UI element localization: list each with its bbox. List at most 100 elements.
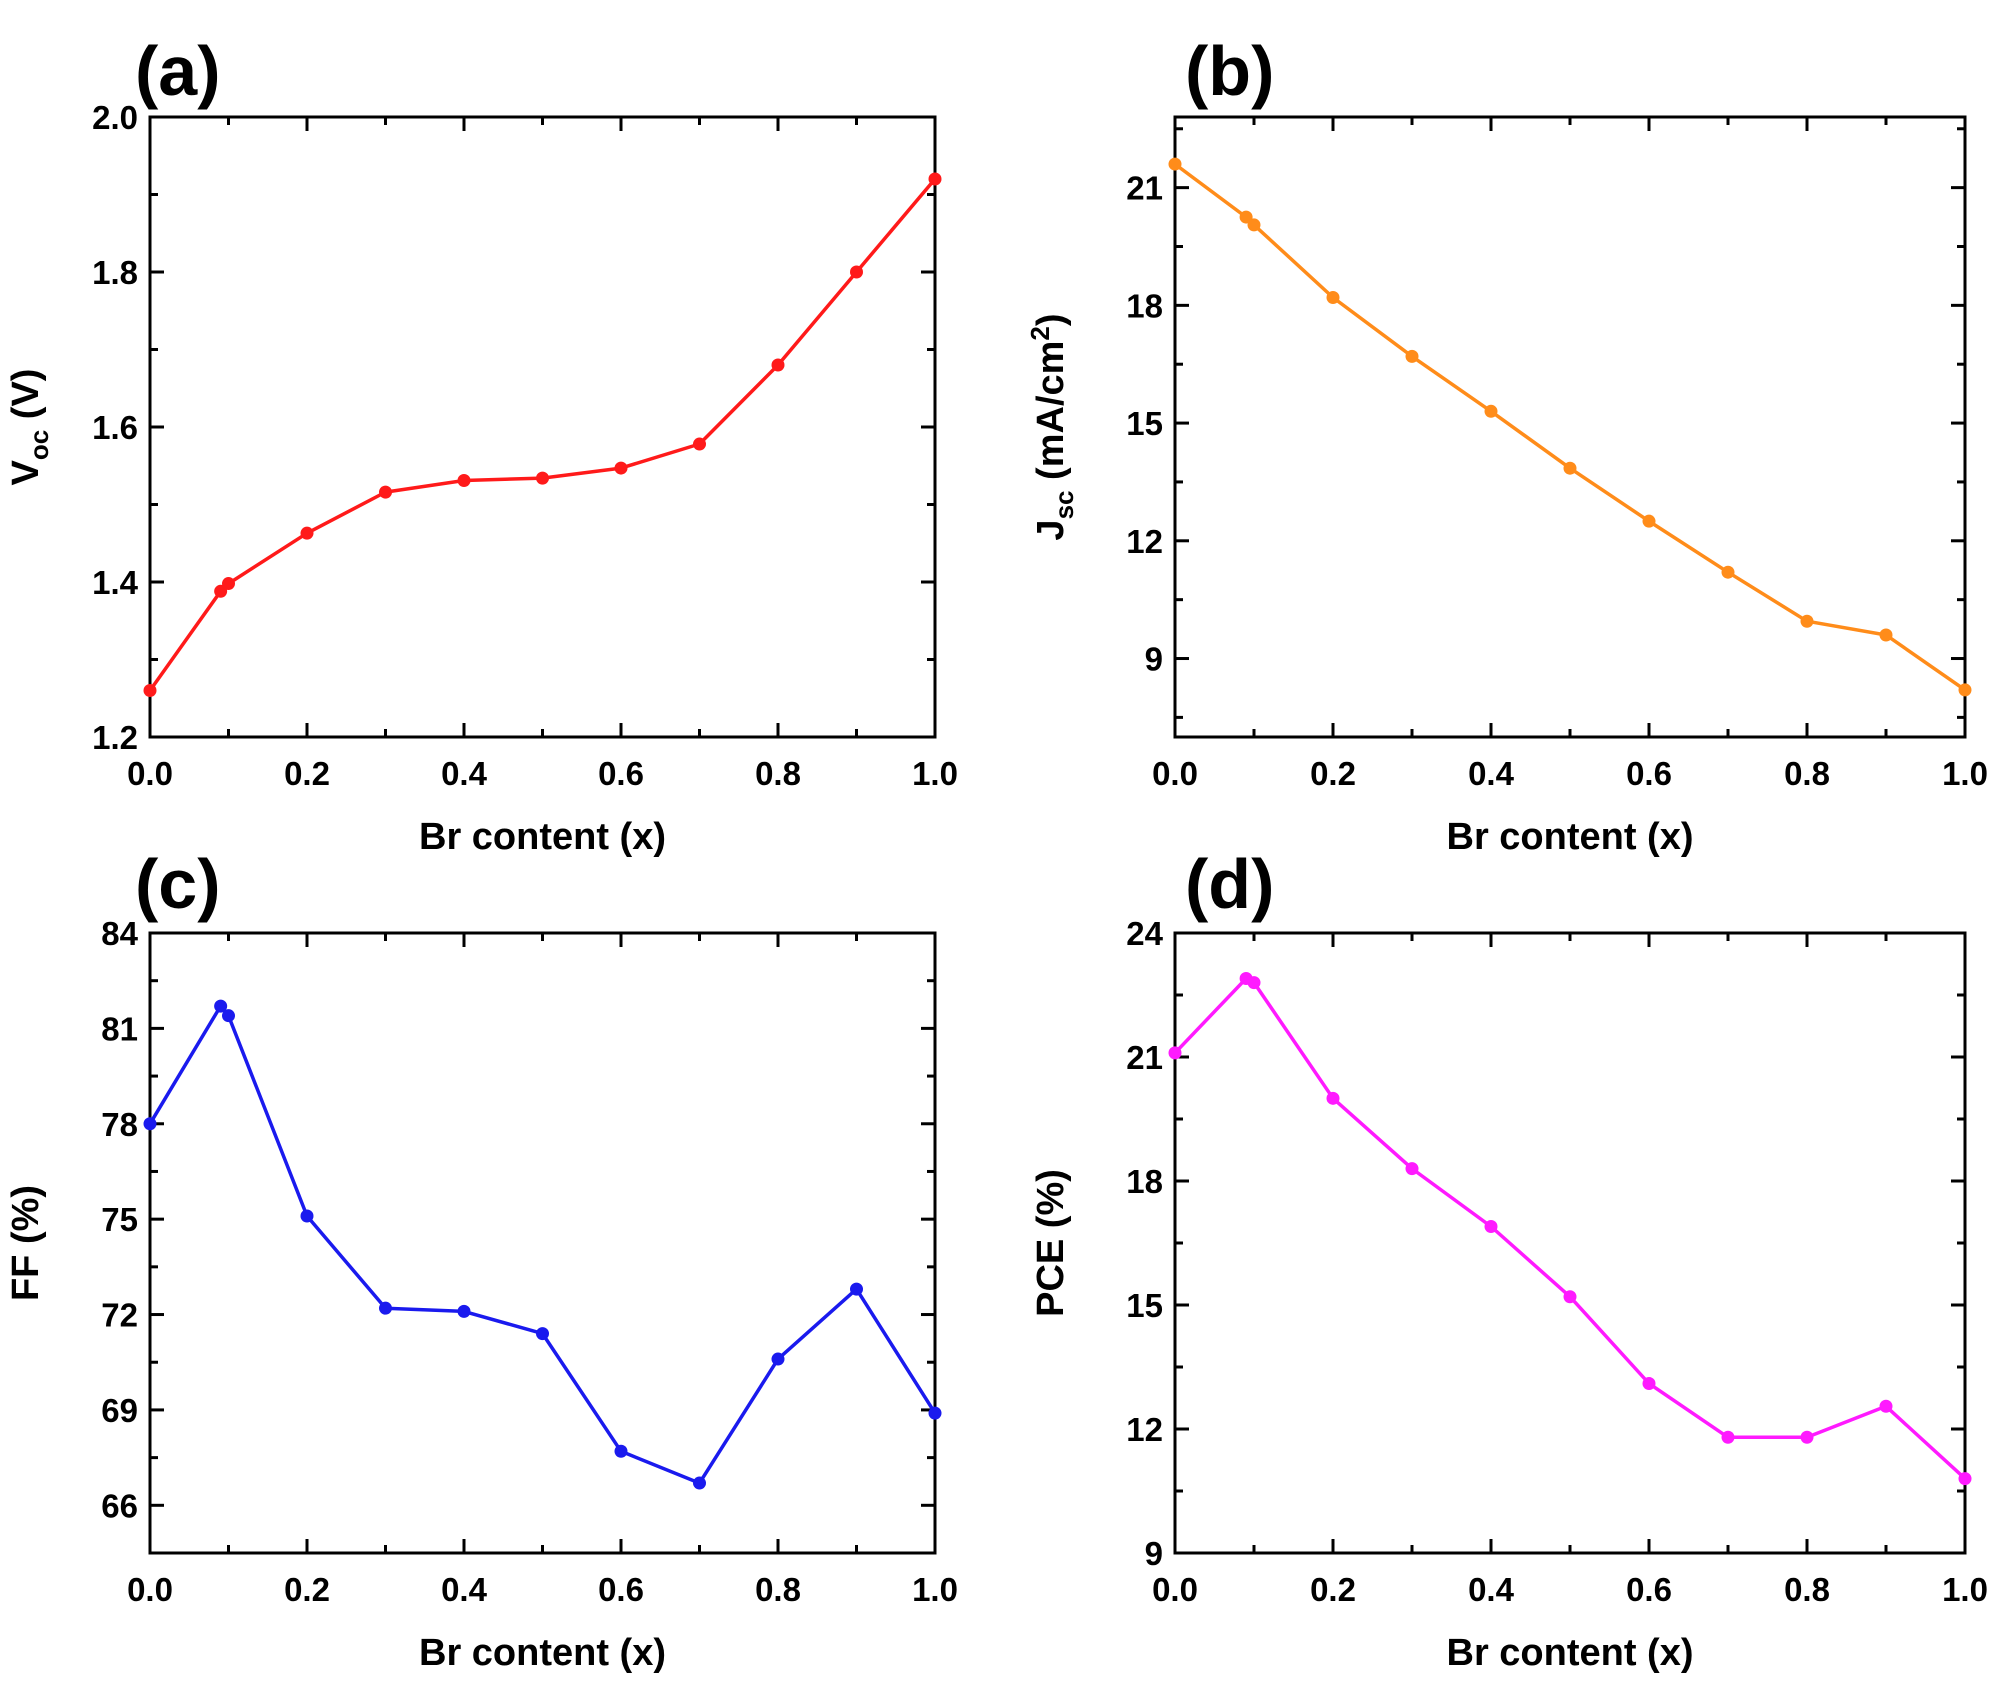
panel-b-x-axis-title: Br content (x) — [1447, 816, 1694, 858]
panel-b-y-axis-title-main: J — [1030, 519, 1072, 540]
panel-a-x-tick-label: 1.0 — [912, 755, 958, 792]
panel-b-y-axis-title-sub: sc — [1049, 490, 1079, 519]
panel-b-data-point — [1642, 514, 1656, 528]
panel-d-data-point — [1958, 1472, 1972, 1486]
panel-d-data-point — [1800, 1430, 1814, 1444]
panel-c-series-line — [148, 1004, 937, 1485]
panel-c-y-axis-title: FF (%) — [5, 1185, 47, 1301]
panel-c-data-point — [457, 1304, 471, 1318]
panel-a-y-tick-label: 1.6 — [92, 409, 138, 446]
panel-c-x-tick-label: 0.8 — [755, 1571, 801, 1608]
panel-b-y-axis-title-unit: (mA/cm — [1030, 341, 1072, 491]
panel-a-x-tick-label: 0.8 — [755, 755, 801, 792]
panel-b-data-point — [1721, 565, 1735, 579]
panel-d-y-tick-label: 15 — [1126, 1287, 1163, 1324]
panel-b-y-tick-label: 21 — [1126, 170, 1163, 207]
panel-d-data-point — [1168, 1046, 1182, 1060]
panel-a-y-tick-label: 1.2 — [92, 719, 138, 756]
panel-b-x-tick-label: 0.8 — [1784, 755, 1830, 792]
panel-c-y-tick-label: 84 — [101, 915, 138, 952]
panel-b-x-tick-label: 0.2 — [1310, 755, 1356, 792]
panel-c-data-point — [928, 1406, 942, 1420]
panel-b-y-axis-title-close: ) — [1030, 313, 1072, 326]
panel-b-y-tick-label: 9 — [1145, 641, 1163, 678]
panel-c-data-point — [614, 1444, 628, 1458]
panel-b-y-tick-label: 12 — [1126, 523, 1163, 560]
panel-a-series-line — [148, 177, 937, 692]
panel-d-x-tick-label: 1.0 — [1942, 1571, 1988, 1608]
panel-b-data-point — [1563, 461, 1577, 475]
panel-d-x-tick-label: 0.4 — [1468, 1571, 1515, 1608]
panel-c-x-tick-label: 0.4 — [441, 1571, 488, 1608]
panel-b-label: (b) — [1185, 32, 1274, 110]
panel-c-data-point — [143, 1117, 157, 1131]
panel-d-x-tick-label: 0.2 — [1310, 1571, 1356, 1608]
panel-d-y-tick-label: 12 — [1126, 1411, 1163, 1448]
panel-a-y-axis-title-sub: oc — [24, 430, 54, 460]
panel-c-data-point — [771, 1352, 785, 1366]
panel-b-y-tick-label: 15 — [1126, 405, 1163, 442]
panel-b-data-point — [1168, 157, 1182, 171]
panel-c-x-tick-label: 0.6 — [598, 1571, 644, 1608]
panel-b-axes-frame — [1173, 115, 1967, 739]
panel-a-data-point — [693, 437, 706, 451]
panel-a-data-point — [457, 473, 471, 487]
panel-d-axes-frame — [1173, 931, 1967, 1555]
panel-b-data-point — [1484, 404, 1498, 418]
panel-a-data-point — [850, 265, 863, 279]
panel-d-label: (d) — [1185, 845, 1274, 923]
panel-d-y-tick-label: 9 — [1145, 1535, 1163, 1572]
panel-d-x-tick-label: 0.6 — [1626, 1571, 1672, 1608]
panel-c-y-tick-label: 78 — [101, 1106, 138, 1143]
panel-b-data-point — [1800, 614, 1814, 628]
panel-a-y-axis-title-main: V — [5, 459, 47, 485]
panel-c-data-point — [536, 1327, 549, 1341]
panel-b: (b) 0.0 0.2 0.4 0.6 0.8 1.0 9 12 15 18 21 Br content… — [1025, 32, 1988, 858]
panel-a-data-point — [379, 485, 392, 499]
panel-c-x-tick-label: 0.0 — [127, 1571, 173, 1608]
panel-c-data-point — [379, 1301, 392, 1315]
panel-b-data-point — [1405, 349, 1419, 363]
panel-c-x-tick-label: 1.0 — [912, 1571, 958, 1608]
panel-c-label: (c) — [135, 845, 221, 923]
panel-b-x-tick-label: 0.0 — [1152, 755, 1198, 792]
panel-b-x-tick-label: 0.6 — [1626, 755, 1672, 792]
panel-d-data-point — [1563, 1290, 1577, 1304]
panel-b-series-line — [1173, 162, 1966, 692]
panel-a-x-axis-title: Br content (x) — [419, 816, 666, 858]
panel-a-y-tick-label: 1.8 — [92, 254, 138, 291]
panel-d-y-tick-label: 21 — [1126, 1039, 1163, 1076]
panel-c-axes-frame — [148, 931, 937, 1555]
panel-a-data-point — [300, 526, 314, 540]
panel-d-series-line — [1173, 976, 1967, 1480]
panel-c-y-tick-label: 75 — [101, 1201, 138, 1238]
panel-d-data-point — [1879, 1399, 1893, 1413]
panel-c-x-axis-title: Br content (x) — [419, 1632, 666, 1674]
panel-d: (d) 0.0 0.2 0.4 0.6 0.8 1.0 9 12 15 18 21 24 Br conte… — [1030, 845, 1988, 1674]
panel-a-data-point — [771, 358, 785, 372]
panel-a: (a) 0.0 0.2 0.4 0.6 0.8 1.0 1.2 1.4 1.6 1.8 2.0 Br c… — [5, 32, 958, 858]
panel-d-data-point — [1642, 1377, 1656, 1391]
panel-a-x-tick-label: 0.0 — [127, 755, 173, 792]
panel-c-data-point — [693, 1476, 706, 1490]
panel-b-y-axis-title: Jsc (mA/cm2) — [1025, 313, 1079, 540]
panel-c-y-axis-title-main: FF (%) — [5, 1185, 47, 1301]
panel-c-data-point — [300, 1209, 314, 1223]
panel-b-data-point — [1879, 628, 1893, 642]
panel-c: (c) 0.0 0.2 0.4 0.6 0.8 1.0 66 69 72 75 78 81 84 Br co… — [5, 845, 958, 1674]
panel-c-data-point — [850, 1282, 863, 1296]
panel-c-data-point — [214, 999, 228, 1013]
panel-b-data-point — [1326, 291, 1340, 305]
panel-a-axes-frame — [148, 115, 937, 739]
panel-a-y-axis-title-unit: (V) — [5, 369, 47, 430]
panel-c-y-tick-label: 69 — [101, 1392, 138, 1429]
panel-d-y-tick-label: 18 — [1126, 1163, 1163, 1200]
panel-a-x-tick-label: 0.4 — [441, 755, 488, 792]
panel-b-data-point — [1239, 210, 1253, 224]
panel-d-data-point — [1405, 1162, 1419, 1176]
panel-a-y-tick-label: 1.4 — [92, 564, 139, 601]
panel-d-x-tick-label: 0.8 — [1784, 1571, 1830, 1608]
panel-d-data-point — [1247, 976, 1261, 990]
panel-c-x-tick-label: 0.2 — [284, 1571, 330, 1608]
panel-b-data-point — [1958, 683, 1972, 697]
